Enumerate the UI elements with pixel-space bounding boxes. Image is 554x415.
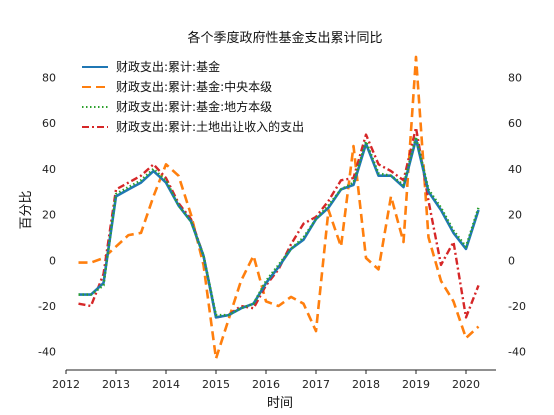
left-y-tick-label: 40 [42, 163, 56, 176]
left-y-tick-label: 60 [42, 117, 56, 130]
x-tick-label: 2013 [102, 378, 130, 391]
left-y-tick-label: -20 [38, 300, 56, 313]
right-y-tick-label: 0 [508, 254, 515, 267]
x-tick-label: 2020 [452, 378, 480, 391]
legend-label-1: 财政支出:累计:基金 [116, 59, 220, 74]
x-tick-label: 2019 [402, 378, 430, 391]
legend-label-4: 财政支出:累计:土地出让收入的支出 [116, 119, 304, 134]
series-line-1 [78, 137, 480, 319]
series-line-3 [78, 135, 480, 317]
x-tick-label: 2018 [352, 378, 380, 391]
x-tick-label: 2014 [152, 378, 180, 391]
x-tick-label: 2012 [52, 378, 80, 391]
legend: 财政支出:累计:基金财政支出:累计:基金:中央本级财政支出:累计:基金:地方本级… [82, 59, 304, 134]
chart-title: 各个季度政府性基金支出累计同比 [187, 30, 382, 46]
y-axis-title: 百分比 [19, 190, 34, 229]
left-y-tick-label: 80 [42, 71, 56, 84]
right-y-tick-label: 20 [508, 209, 522, 222]
right-y-tick-label: -40 [508, 346, 526, 359]
right-y-tick-label: 80 [508, 71, 522, 84]
legend-label-2: 财政支出:累计:基金:中央本级 [116, 79, 272, 94]
legend-label-3: 财政支出:累计:基金:地方本级 [116, 99, 272, 114]
left-y-tick-label: 20 [42, 209, 56, 222]
x-tick-label: 2015 [202, 378, 230, 391]
series-layer [78, 55, 480, 360]
series-line-2 [78, 55, 480, 360]
right-y-tick-label: 40 [508, 163, 522, 176]
axes-layer: 2012 2013 2014 2015 2016 2017 2018 2019 2020-40-… [38, 71, 526, 391]
x-axis-title: 时间 [267, 396, 293, 411]
left-y-tick-label: -40 [38, 346, 56, 359]
series-line-4 [78, 126, 480, 319]
x-tick-label: 2016 [252, 378, 280, 391]
left-y-tick-label: 0 [49, 254, 56, 267]
x-tick-label: 2017 [302, 378, 330, 391]
right-y-tick-label: 60 [508, 117, 522, 130]
right-y-tick-label: -20 [508, 300, 526, 313]
